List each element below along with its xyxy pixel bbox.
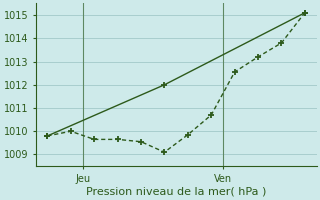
X-axis label: Pression niveau de la mer( hPa ): Pression niveau de la mer( hPa )	[86, 187, 266, 197]
